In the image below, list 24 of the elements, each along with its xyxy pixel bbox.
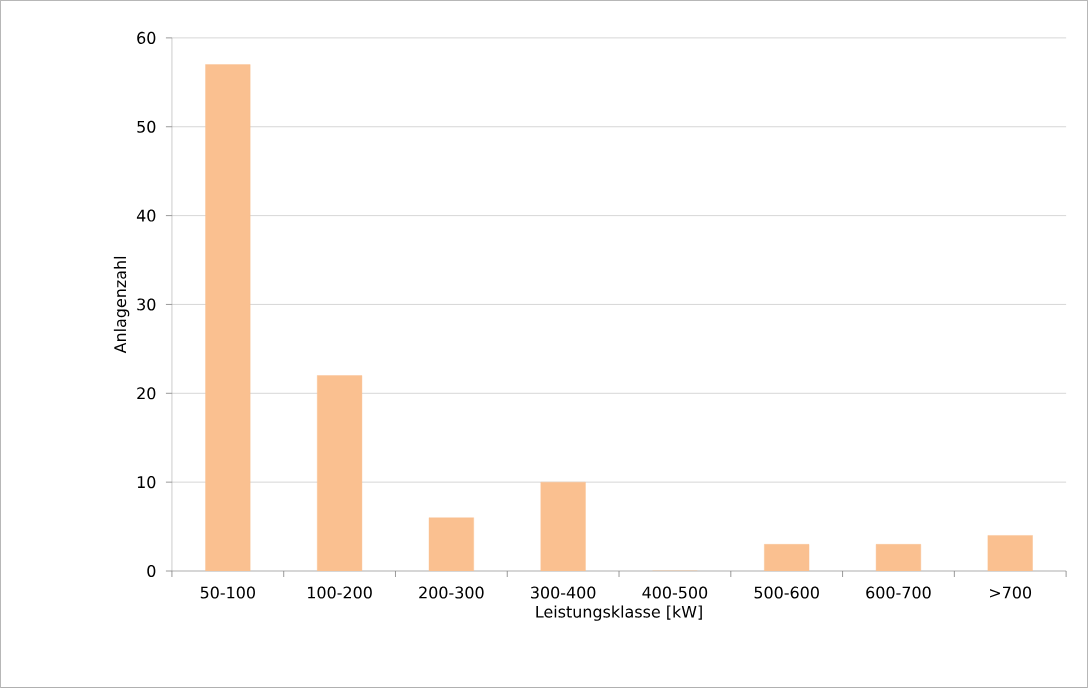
y-tick-label: 20 bbox=[137, 387, 156, 400]
bar bbox=[317, 375, 363, 572]
y-tick-label: 30 bbox=[137, 298, 156, 311]
y-tick-label: 50 bbox=[137, 120, 156, 133]
bar bbox=[205, 64, 251, 572]
x-tick-label: 200-300 bbox=[419, 586, 484, 599]
x-tick-label: 400-500 bbox=[642, 586, 708, 599]
y-tick-label: 60 bbox=[137, 31, 156, 44]
bar bbox=[875, 544, 922, 572]
x-tick-label: 500-600 bbox=[754, 586, 819, 599]
y-tick-label: 10 bbox=[137, 476, 156, 489]
x-tick-label: 100-200 bbox=[308, 586, 372, 599]
x-tick-label: 600-700 bbox=[866, 586, 931, 599]
y-tick-label: 40 bbox=[136, 209, 156, 222]
x-axis-title: Leistungsklasse [kW] bbox=[536, 605, 702, 621]
y-axis-title: Anlagenzahl bbox=[113, 256, 130, 354]
x-tick-label: 300-400 bbox=[531, 586, 596, 599]
x-tick-label: 50-100 bbox=[200, 586, 255, 599]
bar bbox=[540, 481, 586, 572]
bar bbox=[987, 535, 1033, 572]
bar bbox=[428, 517, 474, 572]
x-tick-label: >700 bbox=[990, 586, 1032, 599]
bar bbox=[764, 544, 810, 572]
y-tick-label: 0 bbox=[147, 565, 156, 578]
